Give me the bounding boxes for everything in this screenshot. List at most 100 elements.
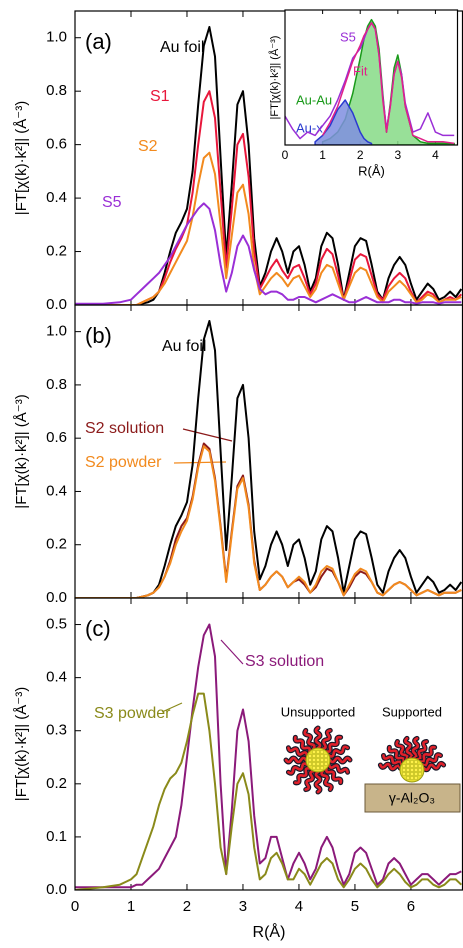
leader-line bbox=[220, 639, 244, 665]
y-tick-label: 0.8 bbox=[46, 82, 67, 99]
ligand bbox=[294, 767, 311, 785]
x-tick-label: 4 bbox=[295, 898, 303, 915]
ligand bbox=[421, 753, 442, 767]
atom bbox=[405, 775, 411, 781]
y-axis-label: |FT[χ(k)·k²]| (Å⁻³) bbox=[13, 394, 30, 508]
ligand bbox=[327, 745, 349, 758]
x-tick-label: 1 bbox=[319, 148, 326, 162]
x-tick-label: 1 bbox=[127, 898, 135, 915]
atom bbox=[307, 761, 313, 767]
line bbox=[75, 320, 463, 598]
line bbox=[75, 26, 463, 305]
atom bbox=[401, 767, 407, 773]
atom bbox=[405, 767, 411, 773]
line bbox=[321, 22, 455, 145]
atom bbox=[413, 771, 419, 777]
series-label: S1 bbox=[150, 88, 170, 105]
atom bbox=[413, 763, 419, 769]
atom bbox=[417, 767, 423, 773]
ligand bbox=[404, 737, 414, 760]
series-label: Au foil bbox=[162, 338, 206, 355]
y-tick-label: 0.2 bbox=[46, 243, 67, 260]
ligand bbox=[382, 754, 403, 766]
ligand bbox=[284, 756, 308, 764]
y-tick-label: 0.0 bbox=[46, 296, 67, 313]
panel-label: (c) bbox=[85, 616, 111, 641]
x-tick-label: 0 bbox=[71, 898, 79, 915]
atom bbox=[409, 775, 415, 781]
line bbox=[75, 151, 462, 305]
x-axis-label: R(Å) bbox=[253, 922, 286, 941]
ligand bbox=[325, 735, 342, 753]
y-tick-label: 0.1 bbox=[46, 828, 67, 845]
atom bbox=[413, 767, 419, 773]
y-tick-label: 0.6 bbox=[46, 429, 67, 446]
atom bbox=[315, 749, 321, 755]
series-label: S5 bbox=[102, 194, 122, 211]
atom bbox=[311, 757, 317, 763]
x-tick-label: 2 bbox=[357, 148, 364, 162]
ligand bbox=[411, 737, 420, 760]
atom bbox=[409, 763, 415, 769]
atom bbox=[315, 757, 321, 763]
x-axis-label: R(Å) bbox=[358, 163, 385, 178]
y-tick-label: 0.8 bbox=[46, 376, 67, 393]
ligand bbox=[287, 746, 309, 757]
nanoparticle-illustration bbox=[283, 725, 447, 795]
y-tick-label: 0.0 bbox=[46, 589, 67, 606]
ligand bbox=[321, 729, 332, 751]
series-label: S3 solution bbox=[245, 653, 324, 670]
plot-frame bbox=[284, 9, 459, 146]
y-tick-label: 0.2 bbox=[46, 775, 67, 792]
leader-line bbox=[182, 428, 233, 442]
ligand bbox=[304, 769, 315, 791]
x-tick-label: 6 bbox=[407, 898, 415, 915]
atom bbox=[319, 749, 325, 755]
ligand bbox=[293, 736, 311, 753]
ligand bbox=[387, 746, 405, 763]
atom bbox=[409, 759, 415, 765]
atom bbox=[311, 761, 317, 767]
atom bbox=[417, 771, 423, 777]
y-tick-label: 0.4 bbox=[46, 482, 67, 499]
y-tick-label: 0.5 bbox=[46, 616, 67, 633]
x-tick-label: 2 bbox=[183, 898, 191, 915]
series-label: Au-Au bbox=[296, 92, 332, 107]
y-tick-label: 0.2 bbox=[46, 536, 67, 553]
ligand bbox=[325, 767, 343, 784]
y-tick-label: 0.3 bbox=[46, 722, 67, 739]
ligand bbox=[314, 770, 322, 794]
atom bbox=[315, 753, 321, 759]
line bbox=[75, 692, 462, 890]
x-tick-label: 4 bbox=[432, 148, 439, 162]
ligand bbox=[328, 756, 352, 764]
leader-line bbox=[161, 702, 183, 713]
series-label: S2 powder bbox=[85, 454, 162, 471]
atom bbox=[405, 763, 411, 769]
panel-label: (b) bbox=[85, 323, 112, 348]
atom bbox=[307, 753, 313, 759]
x-tick-label: 0 bbox=[282, 148, 289, 162]
atom bbox=[323, 761, 329, 767]
atom bbox=[311, 765, 317, 771]
ligand bbox=[422, 762, 445, 772]
atom bbox=[319, 757, 325, 763]
y-axis-label: |FT[χ(k)·k²]| (Å⁻³) bbox=[13, 101, 30, 215]
atom bbox=[315, 761, 321, 767]
line bbox=[75, 202, 462, 305]
atom bbox=[319, 753, 325, 759]
atom bbox=[319, 765, 325, 771]
panel-label: (a) bbox=[85, 29, 112, 54]
atom bbox=[405, 771, 411, 777]
annotation: Unsupported bbox=[281, 704, 355, 719]
y-tick-label: 0.4 bbox=[46, 669, 67, 686]
atom bbox=[409, 767, 415, 773]
y-tick-label: 0.0 bbox=[46, 881, 67, 898]
line bbox=[75, 90, 462, 305]
ligand bbox=[287, 762, 309, 775]
ligand bbox=[303, 729, 316, 751]
atom bbox=[323, 753, 329, 759]
series-label: S3 powder bbox=[94, 705, 171, 722]
support-slab bbox=[364, 783, 461, 813]
